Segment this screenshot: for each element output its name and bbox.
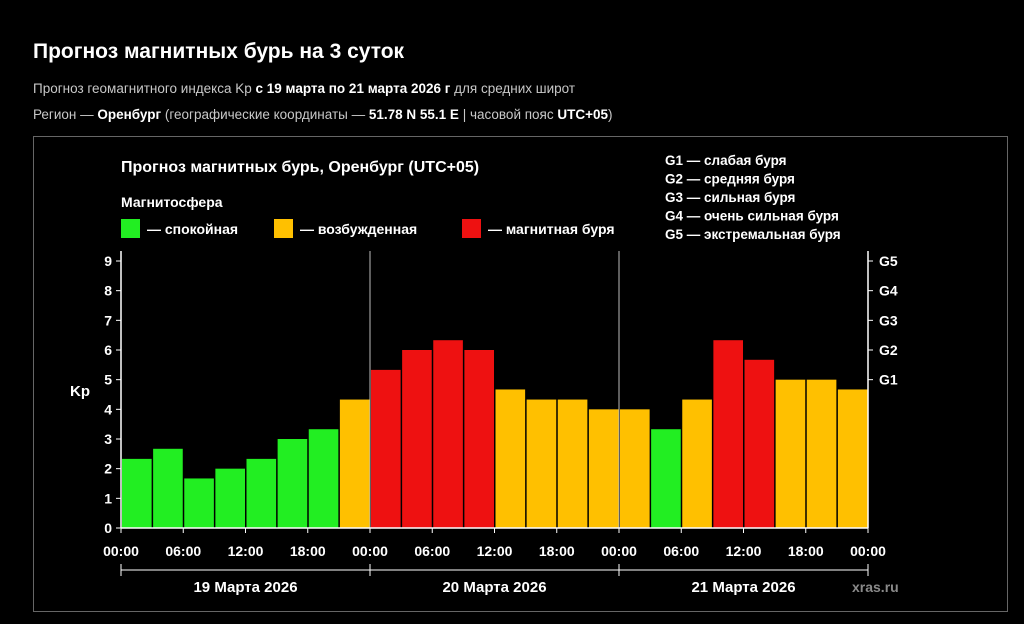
bar — [837, 389, 868, 528]
x-tick-label: 00:00 — [352, 543, 388, 559]
g-legend-4: G4 — очень сильная буря — [665, 209, 839, 224]
bar — [651, 429, 681, 528]
legend-label-calm: — спокойная — [147, 221, 238, 237]
forecast-subtitle: Прогноз геомагнитного индекса Kp с 19 ма… — [33, 81, 575, 96]
y-tick-label: 2 — [104, 461, 112, 477]
x-tick-label: 18:00 — [290, 543, 326, 559]
bar — [215, 468, 245, 528]
day-label: 20 Марта 2026 — [442, 579, 546, 596]
bar — [122, 458, 152, 528]
g-legend-5: G5 — экстремальная буря — [665, 227, 841, 242]
region-timezone: UTC+05 — [557, 107, 609, 122]
legend-label-excited: — возбужденная — [300, 221, 417, 237]
x-tick-label: 12:00 — [726, 543, 762, 559]
bar — [526, 399, 557, 528]
right-tick-label-g1: G1 — [879, 372, 898, 388]
bar — [744, 359, 775, 528]
kp-chart: Прогноз магнитных бурь, Оренбург (UTC+05… — [70, 153, 899, 596]
legend-title: Магнитосфера — [121, 194, 223, 210]
x-tick-label: 12:00 — [228, 543, 264, 559]
g-legend-1: G1 — слабая буря — [665, 153, 787, 168]
legend-swatch-storm — [462, 219, 481, 238]
bar — [308, 429, 339, 528]
g-legend-3: G3 — сильная буря — [665, 190, 795, 205]
region-mid: (географические координаты — — [161, 107, 369, 122]
right-tick-label-g5: G5 — [879, 253, 898, 269]
bar — [402, 350, 432, 528]
x-tick-label: 18:00 — [539, 543, 575, 559]
bar — [713, 340, 743, 528]
legend-label-storm: — магнитная буря — [488, 221, 615, 237]
x-tick-label: 00:00 — [850, 543, 886, 559]
bar — [246, 458, 277, 528]
day-label: 19 Марта 2026 — [193, 579, 297, 596]
region-city: Оренбург — [97, 107, 162, 122]
watermark: xras.ru — [852, 579, 899, 595]
right-tick-label-g4: G4 — [879, 283, 898, 299]
legend-swatch-excited — [274, 219, 293, 238]
y-tick-label: 0 — [104, 520, 112, 536]
region-post: ) — [608, 107, 613, 122]
y-axis-label: Kp — [70, 383, 90, 400]
x-tick-label: 00:00 — [103, 543, 139, 559]
bar — [775, 379, 806, 528]
region-coords: 51.78 N 55.1 E — [368, 107, 459, 122]
day-label: 21 Марта 2026 — [691, 579, 795, 596]
bar — [339, 399, 370, 528]
right-tick-label-g2: G2 — [879, 342, 898, 358]
x-tick-label: 06:00 — [165, 543, 201, 559]
x-tick-label: 18:00 — [788, 543, 824, 559]
chart-title: Прогноз магнитных бурь, Оренбург (UTC+05… — [121, 159, 479, 176]
y-tick-label: 7 — [104, 312, 112, 328]
region-info: Регион — Оренбург (географические коорди… — [33, 107, 613, 122]
subtitle-post: для средних широт — [450, 81, 576, 96]
y-tick-label: 6 — [104, 342, 112, 358]
bar — [806, 379, 837, 528]
bar — [682, 399, 712, 528]
g-legend-2: G2 — средняя буря — [665, 172, 795, 187]
bar — [184, 478, 214, 528]
y-tick-label: 1 — [104, 490, 112, 506]
bar — [371, 369, 401, 528]
y-tick-label: 5 — [104, 372, 112, 388]
y-tick-label: 8 — [104, 283, 112, 299]
region-mid2: | часовой пояс — [458, 107, 558, 122]
bar — [277, 439, 308, 528]
subtitle-pre: Прогноз геомагнитного индекса Kp — [33, 81, 256, 96]
bar — [557, 399, 588, 528]
bar — [495, 389, 526, 528]
x-tick-label: 06:00 — [663, 543, 699, 559]
chart-frame: Прогноз магнитных бурь, Оренбург (UTC+05… — [33, 136, 1008, 612]
page-title: Прогноз магнитных бурь на 3 суток — [33, 40, 405, 63]
legend-swatch-calm — [121, 219, 140, 238]
bar — [464, 350, 494, 528]
y-tick-label: 3 — [104, 431, 112, 447]
y-tick-label: 9 — [104, 253, 112, 269]
subtitle-dates: с 19 марта по 21 марта 2026 г — [255, 81, 451, 96]
x-tick-label: 12:00 — [477, 543, 513, 559]
right-tick-label-g3: G3 — [879, 312, 898, 328]
bar — [588, 409, 619, 528]
bar — [433, 340, 463, 528]
bar — [620, 409, 650, 528]
bar — [153, 448, 183, 528]
region-pre: Регион — — [33, 107, 98, 122]
x-tick-label: 00:00 — [601, 543, 637, 559]
x-tick-label: 06:00 — [414, 543, 450, 559]
y-tick-label: 4 — [104, 401, 112, 417]
